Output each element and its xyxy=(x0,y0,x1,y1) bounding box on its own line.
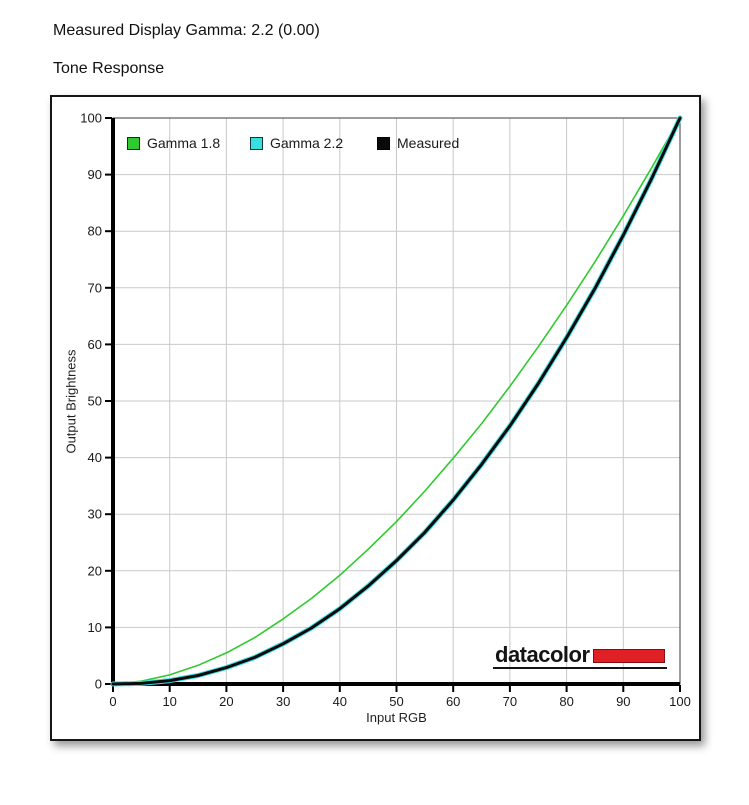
x-tick-label: 90 xyxy=(616,694,630,709)
section-title: Tone Response xyxy=(53,60,165,77)
datacolor-logo-text: datacolor xyxy=(495,642,590,667)
y-tick-label: 10 xyxy=(88,620,102,635)
x-tick-label: 80 xyxy=(559,694,573,709)
y-tick-label: 100 xyxy=(80,111,102,126)
x-tick-label: 50 xyxy=(389,694,403,709)
y-tick-label: 70 xyxy=(88,280,102,295)
y-tick-label: 40 xyxy=(88,450,102,465)
curve-gamma-1-8 xyxy=(112,117,681,685)
y-tick-label: 80 xyxy=(88,224,102,239)
datacolor-logo: datacolor xyxy=(493,642,667,670)
y-tick-label: 60 xyxy=(88,337,102,352)
x-tick-label: 20 xyxy=(219,694,233,709)
x-tick-label: 60 xyxy=(446,694,460,709)
x-tick-label: 100 xyxy=(669,694,691,709)
x-tick-label: 0 xyxy=(109,694,116,709)
y-tick-label: 50 xyxy=(88,394,102,409)
y-tick-label: 20 xyxy=(88,563,102,578)
x-tick-label: 10 xyxy=(162,694,176,709)
x-axis-title: Input RGB xyxy=(366,710,427,725)
y-tick-label: 30 xyxy=(88,507,102,522)
y-axis-title: Output Brightness xyxy=(63,349,79,454)
tone-response-chart-panel: 0 10 20 30 40 50 60 70 80 90 100 0 10 20 30 40 50 60 70 80 9… xyxy=(50,95,701,741)
x-tick-label: 30 xyxy=(276,694,290,709)
y-tick-label: 90 xyxy=(88,167,102,182)
tone-response-chart: 0 10 20 30 40 50 60 70 80 90 100 0 10 20 30 40 50 60 70 80 9… xyxy=(80,111,691,710)
measured-gamma-text: Measured Display Gamma: 2.2 (0.00) xyxy=(53,22,320,39)
datacolor-logo-bar-icon xyxy=(592,649,665,664)
x-tick-label: 70 xyxy=(503,694,517,709)
curve-measured xyxy=(111,116,682,686)
x-tick-label: 40 xyxy=(333,694,347,709)
y-tick-label: 0 xyxy=(95,677,102,692)
